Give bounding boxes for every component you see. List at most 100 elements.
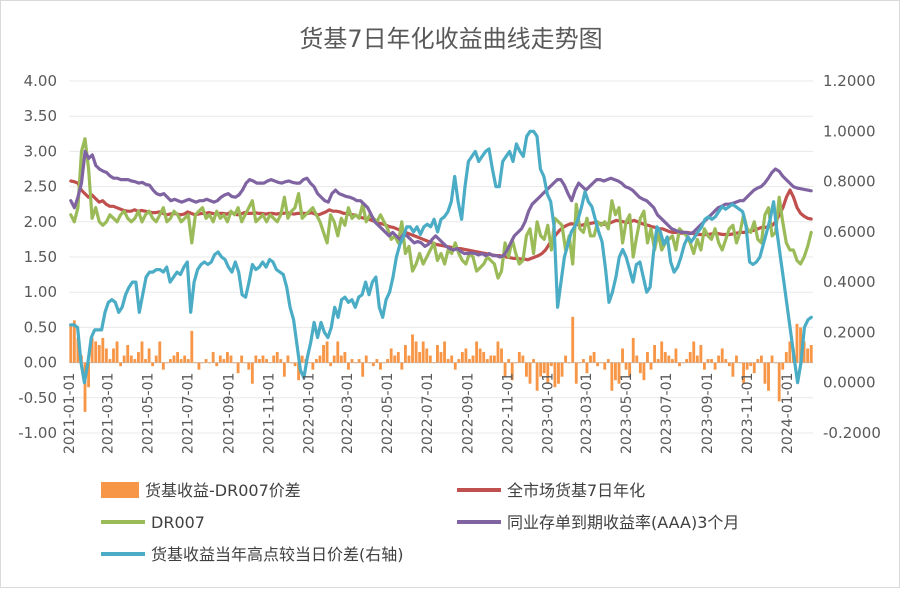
bar <box>197 362 201 370</box>
bar <box>396 352 400 363</box>
bar <box>578 362 582 364</box>
x-tick-label: 2023-05-01 <box>619 373 635 454</box>
y-left-tick-label: -1.00 <box>18 424 57 442</box>
bar <box>311 362 315 370</box>
bar <box>225 352 229 363</box>
bar <box>592 352 596 363</box>
bar <box>631 337 635 363</box>
bar <box>557 362 560 384</box>
bar <box>233 362 236 364</box>
bar <box>646 352 649 363</box>
bar <box>767 362 770 391</box>
bar <box>546 362 550 384</box>
x-tick-label: 2023-07-01 <box>659 373 675 454</box>
bar <box>343 352 347 363</box>
bar <box>446 359 450 363</box>
bar <box>560 362 564 377</box>
bar <box>521 355 525 363</box>
bar <box>368 362 372 364</box>
bar <box>539 362 543 377</box>
bar <box>624 362 628 370</box>
bar <box>500 348 503 363</box>
bar <box>809 345 813 363</box>
chart-title: 货基7日年化收益曲线走势图 <box>299 25 602 53</box>
bar <box>802 341 806 363</box>
line-series <box>69 129 813 385</box>
bar <box>254 355 258 363</box>
series-line <box>69 129 813 385</box>
bar <box>720 348 724 363</box>
x-tick-label: 2023-09-01 <box>700 373 716 454</box>
legend-label: 全市场货基7日年化 <box>507 481 645 500</box>
bar <box>542 362 546 374</box>
bar-series <box>69 316 813 412</box>
bar <box>489 355 493 363</box>
bar <box>357 359 361 363</box>
bar <box>678 362 681 367</box>
bar <box>265 359 268 363</box>
bar <box>727 362 731 367</box>
bar <box>169 359 172 363</box>
bar <box>606 359 610 363</box>
bar <box>72 320 76 363</box>
bar <box>293 362 297 367</box>
legend-item: 全市场货基7日年化 <box>457 481 645 500</box>
bar <box>126 345 130 363</box>
bar <box>90 337 94 363</box>
legend-item: 货基收益-DR007价差 <box>101 481 301 500</box>
bar <box>656 359 660 363</box>
bar <box>731 362 735 377</box>
bar <box>297 362 301 381</box>
bar <box>692 341 696 363</box>
bar <box>514 362 518 364</box>
bar <box>407 355 411 363</box>
bar <box>642 362 646 381</box>
y-left-tick-label: 0.00 <box>24 354 57 372</box>
bar <box>581 359 585 363</box>
x-tick-label: 2022-05-01 <box>380 373 396 454</box>
bar <box>165 362 169 364</box>
bar <box>503 362 507 377</box>
bar <box>759 355 763 363</box>
bar <box>421 341 425 363</box>
bar <box>222 359 226 363</box>
y-left-tick-label: 4.00 <box>24 72 57 90</box>
y-left-tick-label: -0.50 <box>18 389 57 407</box>
x-axis: 2021-01-01 2021-03-01 2021-05-01 2021-07-01… <box>62 373 796 454</box>
bar <box>400 362 404 370</box>
bar <box>204 359 208 363</box>
bar <box>763 362 767 384</box>
legend: 货基收益-DR007价差 全市场货基7日年化 DR007 同业存单到期收益率(AAA)… <box>101 481 739 564</box>
bar <box>450 355 454 363</box>
y-left-tick-label: 3.00 <box>24 142 57 160</box>
bar <box>756 359 760 363</box>
bar <box>525 362 528 377</box>
bar <box>699 345 703 363</box>
bar <box>674 348 678 363</box>
bar <box>638 362 642 374</box>
bar <box>667 355 671 363</box>
bar <box>482 352 486 363</box>
bar <box>507 359 511 363</box>
bar <box>453 362 457 370</box>
bar <box>614 362 617 381</box>
bar <box>247 362 251 370</box>
bar <box>621 348 624 363</box>
legend-label: 同业存单到期收益率(AAA)3个月 <box>507 513 739 532</box>
bar <box>610 362 614 391</box>
bar <box>115 341 119 363</box>
bar <box>176 352 179 363</box>
bar <box>475 341 479 363</box>
legend-label: DR007 <box>151 513 205 532</box>
bar <box>795 323 799 363</box>
bar <box>314 359 318 363</box>
bar <box>83 362 87 412</box>
bar <box>208 362 212 364</box>
bar <box>133 359 137 363</box>
x-tick-label: 2021-09-01 <box>221 373 237 454</box>
y-left-tick-label: 0.50 <box>24 318 57 336</box>
bar <box>154 355 158 363</box>
bar <box>553 362 557 388</box>
bar <box>788 341 792 363</box>
